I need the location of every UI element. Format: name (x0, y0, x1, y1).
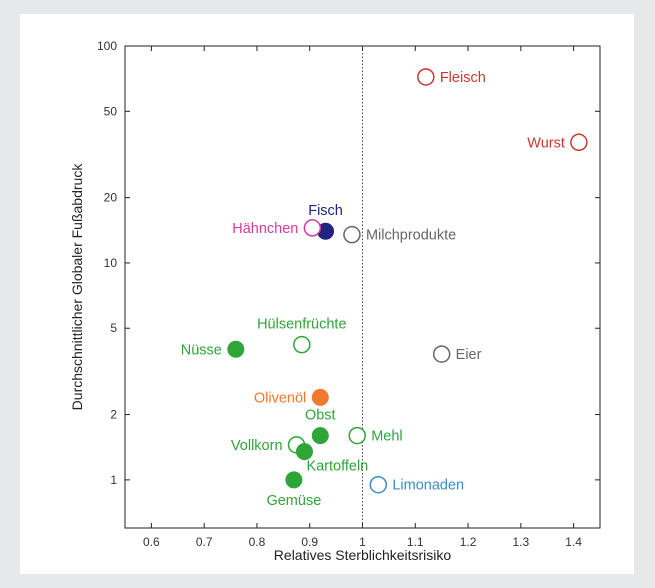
x-tick-label: 0.8 (249, 535, 266, 549)
point-nuesse (227, 340, 245, 358)
point-label-fisch: Fisch (308, 203, 343, 219)
y-tick-label: 50 (104, 104, 118, 118)
point-label-eier: Eier (456, 347, 482, 363)
y-tick-label: 2 (110, 408, 117, 422)
point-fleisch (417, 68, 435, 86)
y-tick-label: 1 (110, 473, 117, 487)
point-label-limonaden: Limonaden (392, 478, 464, 494)
x-tick-label: 1.2 (460, 535, 477, 549)
point-haehnchen (303, 219, 322, 237)
point-obst (311, 427, 329, 445)
point-label-obst: Obst (305, 408, 336, 424)
point-milchprodukte (343, 225, 361, 244)
point-label-gemuese: Gemüse (266, 493, 321, 509)
scatter-chart: 0.6 0.7 0.8 0.9 1 1.1 1.2 1.3 1.4 1 2 5 10 20 50 100 Fl… (69, 39, 601, 563)
x-tick-label: 1.1 (407, 535, 424, 549)
x-tick-label: 1.4 (565, 535, 582, 549)
point-label-nuesse: Nüsse (181, 342, 222, 358)
x-tick-label: 1.3 (512, 535, 529, 549)
point-label-wurst: Wurst (527, 135, 565, 151)
y-axis-title: Durchschnittlicher Globaler Fußabdruck (69, 163, 85, 411)
point-mehl (348, 426, 366, 445)
point-olivenoel (311, 388, 329, 406)
y-tick-label: 20 (104, 191, 118, 205)
point-label-haehnchen: Hähnchen (232, 221, 298, 237)
y-tick-label: 5 (110, 321, 117, 335)
point-label-olivenoel: Olivenöl (254, 390, 306, 406)
point-label-fleisch: Fleisch (440, 70, 486, 86)
y-tick-label: 10 (104, 256, 118, 270)
point-label-kartoffeln: Kartoffeln (306, 459, 368, 475)
points-layer: Fleisch Wurst Fisch Hähnchen Milchprodukte Hü… (181, 68, 588, 509)
ticks-layer: 0.6 0.7 0.8 0.9 1 1.1 1.2 1.3 1.4 1 2 5 10 20 50 100 (97, 39, 600, 549)
point-kartoffeln (295, 443, 313, 461)
x-axis-title: Relatives Sterblichkeitsrisiko (274, 547, 452, 563)
x-tick-label: 0.9 (301, 535, 318, 549)
point-label-vollkorn: Vollkorn (231, 438, 283, 454)
x-tick-label: 0.6 (143, 535, 160, 549)
x-tick-label: 0.7 (196, 535, 213, 549)
point-wurst (570, 133, 588, 152)
chart-panel: 0.6 0.7 0.8 0.9 1 1.1 1.2 1.3 1.4 1 2 5 10 20 50 100 Fl… (20, 14, 634, 574)
point-label-mehl: Mehl (371, 429, 402, 445)
point-eier (432, 345, 451, 363)
point-gemuese (285, 471, 303, 489)
point-huelsenfruechte (293, 335, 311, 354)
y-tick-label: 100 (97, 39, 117, 53)
x-tick-label: 1 (359, 535, 366, 549)
point-limonaden (369, 475, 388, 494)
point-label-huelsenfruechte: Hülsenfrüchte (257, 317, 346, 333)
point-label-milchprodukte: Milchprodukte (366, 228, 456, 244)
